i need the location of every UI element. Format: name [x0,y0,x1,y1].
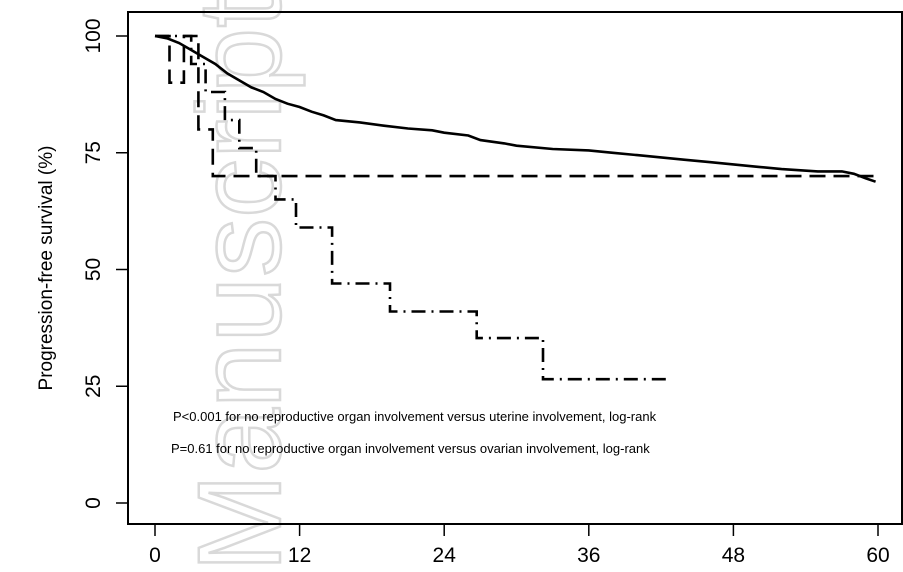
y-tick-label: 25 [82,375,105,398]
x-tick-label: 12 [288,544,311,567]
annotation-uterine: P<0.001 for no reproductive organ involv… [173,409,657,424]
x-axis: 0 12 24 36 48 60 [149,523,890,567]
x-tick-label: 24 [433,544,457,567]
y-tick-label: 75 [82,141,105,164]
y-axis: 0 25 50 75 100 [82,18,129,509]
series-solid-line [154,34,877,183]
y-tick-label: 0 [82,497,105,509]
watermark: Manuscript [174,0,306,572]
series-layer [154,34,877,381]
y-tick-label: 100 [82,18,105,53]
y-axis-title: Progression-free survival (%) [36,146,57,391]
annotation-ovarian: P=0.61 for no reproductive organ involve… [171,441,650,456]
x-tick-label: 60 [866,544,889,567]
y-tick-label: 50 [82,258,105,281]
series-dot-dash-line [155,34,669,381]
x-tick-label: 0 [149,544,161,567]
x-tick-label: 48 [722,544,745,567]
x-tick-label: 36 [577,544,600,567]
